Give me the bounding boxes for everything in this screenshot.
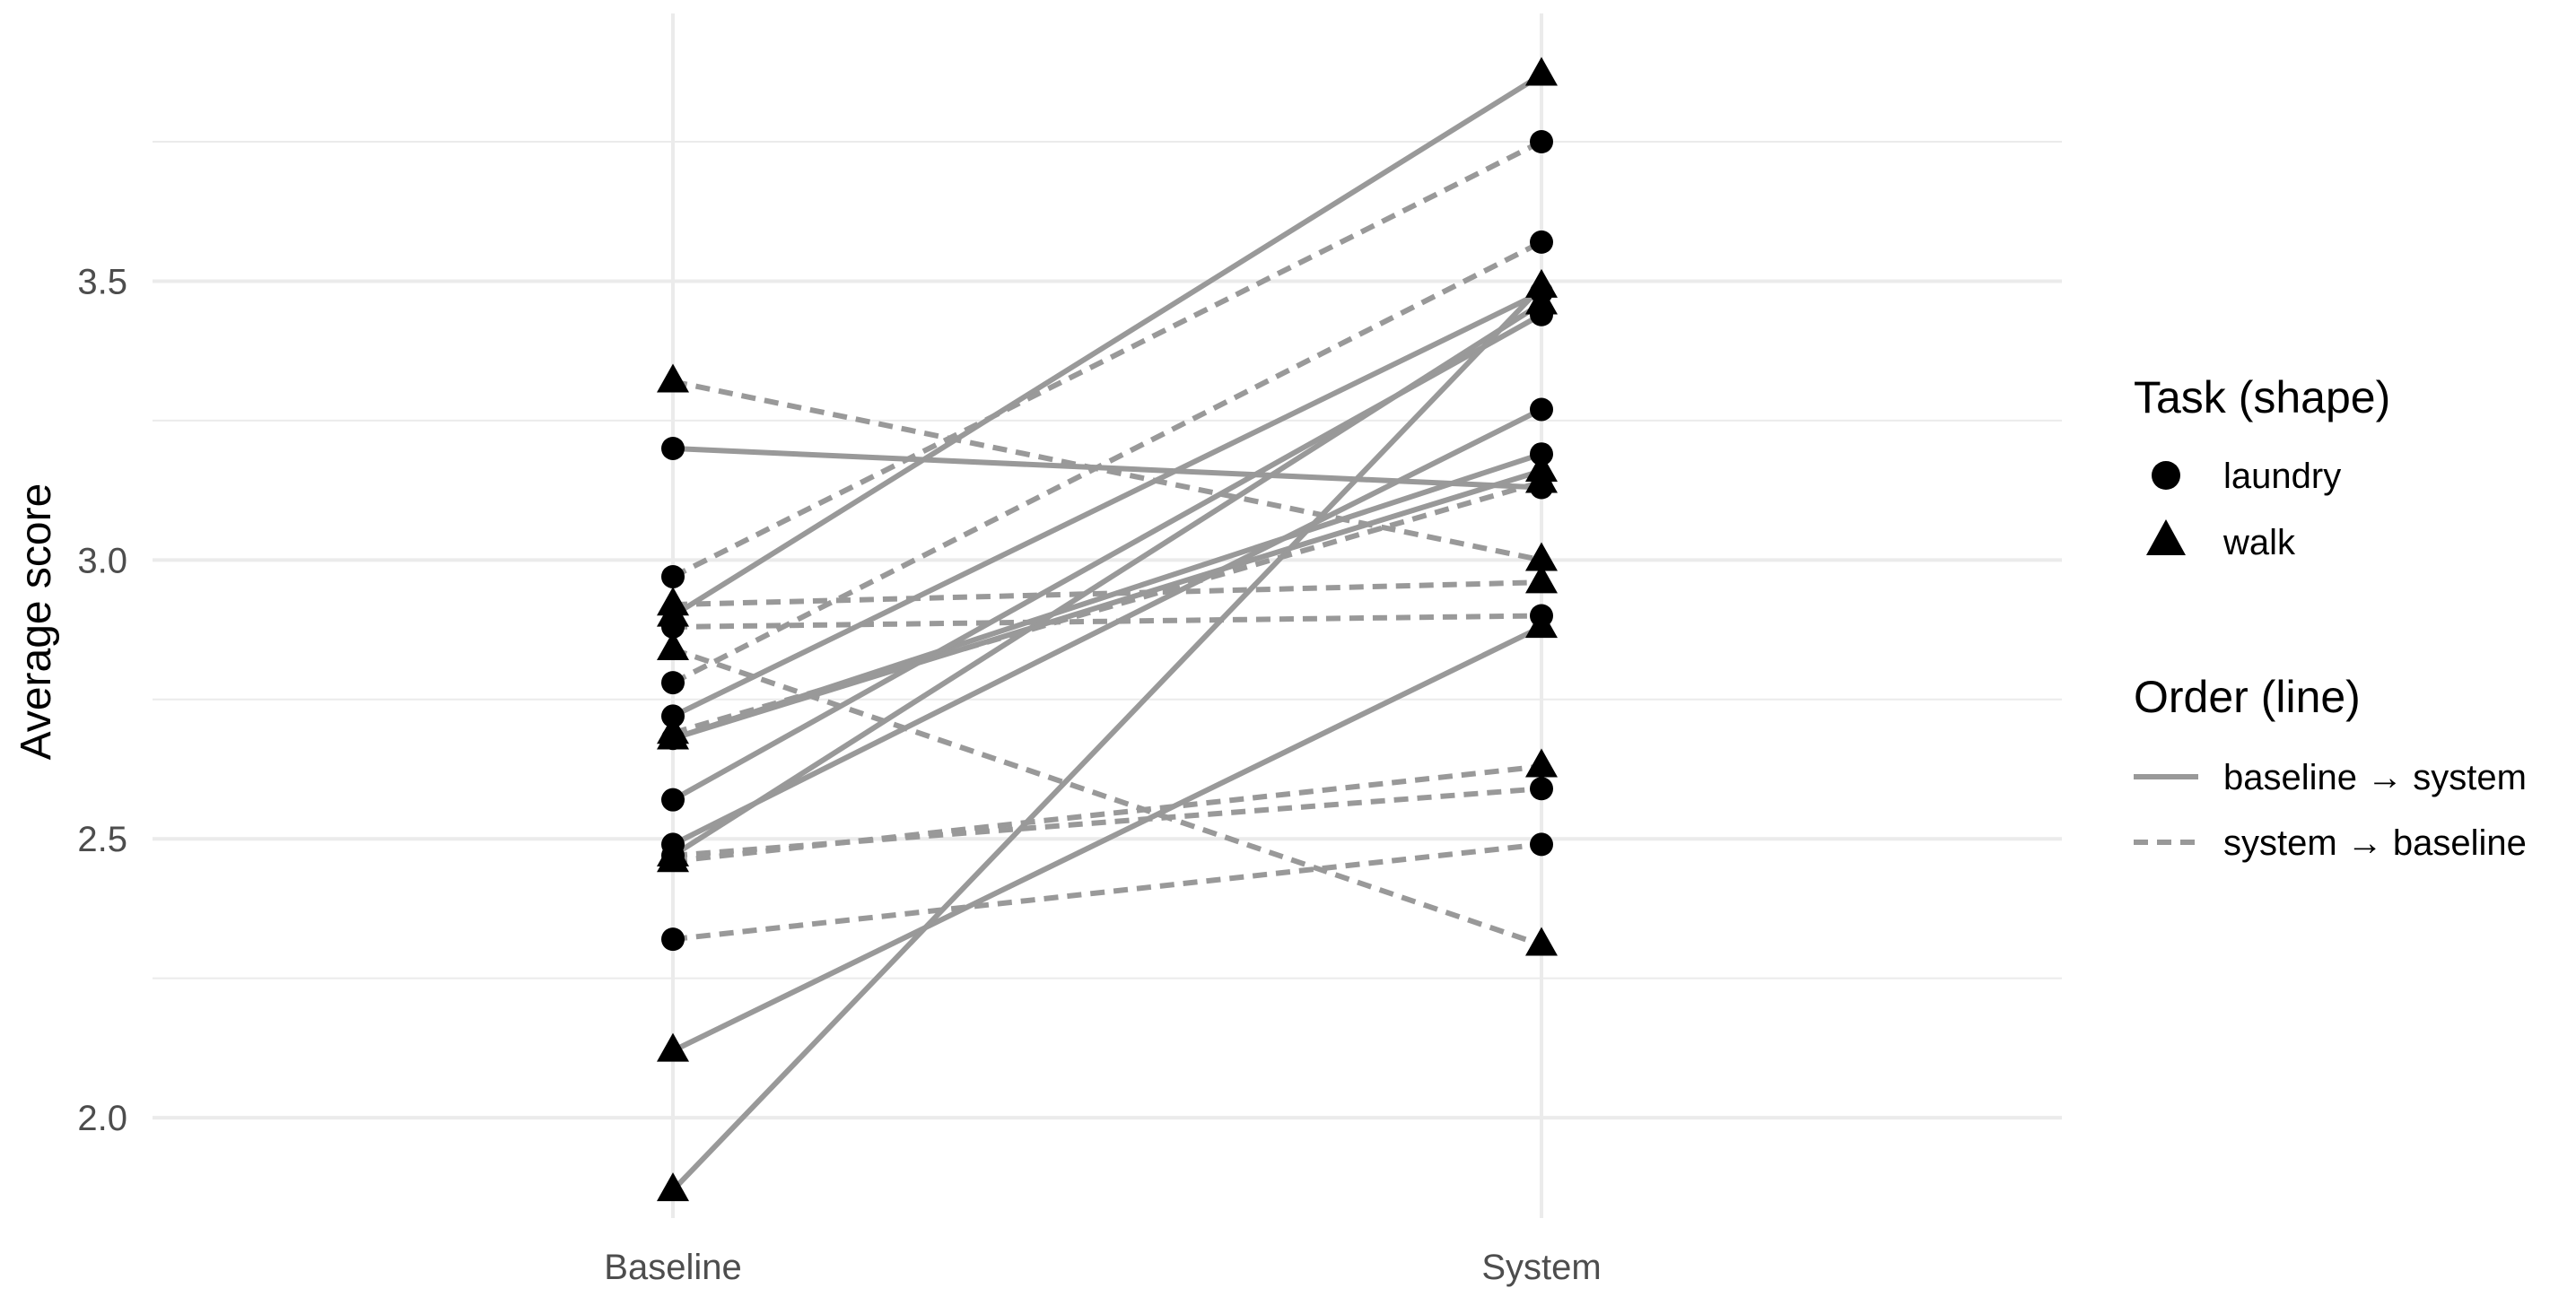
data-point-laundry [661,436,685,460]
series-line-solid [671,624,1543,1054]
y-tick-label: 2.5 [77,820,127,859]
x-tick-label: System [1481,1248,1601,1287]
legend-triangle-marker [2146,519,2186,555]
data-point-walk [1525,542,1558,571]
data-point-laundry [1530,130,1553,154]
data-point-walk [1525,464,1558,493]
y-tick-label: 3.5 [77,262,127,301]
data-point-laundry [661,671,685,695]
series-line-solid [671,72,1543,619]
legend-circle-marker [2152,461,2180,490]
series-line-solid [672,445,1542,491]
series-line-dashed [672,613,1542,630]
series-line-solid [671,290,1543,719]
legend-line-title: Order (line) [2134,672,2361,722]
y-tick-label: 2.0 [77,1099,127,1138]
tick-labels: 2.0 2.5 3.0 3.5 Baseline System [77,262,1601,1287]
legend-shape-label-walk: walk [2222,523,2296,562]
y-axis-title: Average score [13,483,60,761]
data-point-walk [657,1172,689,1202]
data-point-walk [1525,564,1558,594]
data-point-walk [1525,285,1558,315]
series-line-dashed [671,239,1543,685]
legend-line-label-dashed: system → baseline [2223,823,2527,863]
series-lines [670,72,1544,1192]
series-line-dashed [672,379,1542,563]
series-line-solid [671,406,1543,848]
data-point-laundry [661,614,685,639]
data-point-laundry [1530,604,1553,628]
legend: Task (shape) laundry walk Order (line) b… [2134,372,2527,863]
data-point-walk [1525,57,1558,86]
grid-lines [153,13,2062,1218]
data-point-laundry [661,788,685,812]
data-point-walk [1525,927,1558,956]
data-point-walk [1525,268,1558,298]
legend-line-label-solid: baseline → system [2223,758,2527,797]
data-point-walk [657,587,689,616]
series-line-dashed [672,479,1542,736]
data-point-walk [657,363,689,393]
series-points [657,57,1558,1202]
series-line-solid [670,284,1544,1192]
y-tick-label: 3.0 [77,541,127,580]
data-point-laundry [1530,777,1553,801]
legend-shape-title: Task (shape) [2134,372,2390,422]
data-point-laundry [661,843,685,867]
series-line-dashed [672,579,1542,608]
series-line-solid [671,300,1543,858]
data-point-laundry [661,564,685,588]
data-point-laundry [1530,230,1553,254]
series-line-dashed [672,646,1542,948]
legend-shape-label-laundry: laundry [2223,457,2341,496]
data-point-laundry [661,927,685,952]
data-point-laundry [1530,397,1553,422]
series-line-dashed [672,841,1542,943]
data-point-laundry [1530,832,1553,857]
data-point-walk [1525,748,1558,778]
series-line-dashed [672,786,1542,858]
data-point-walk [657,715,689,744]
x-tick-label: Baseline [604,1248,741,1287]
data-point-walk [657,631,689,660]
data-point-walk [657,1032,689,1062]
